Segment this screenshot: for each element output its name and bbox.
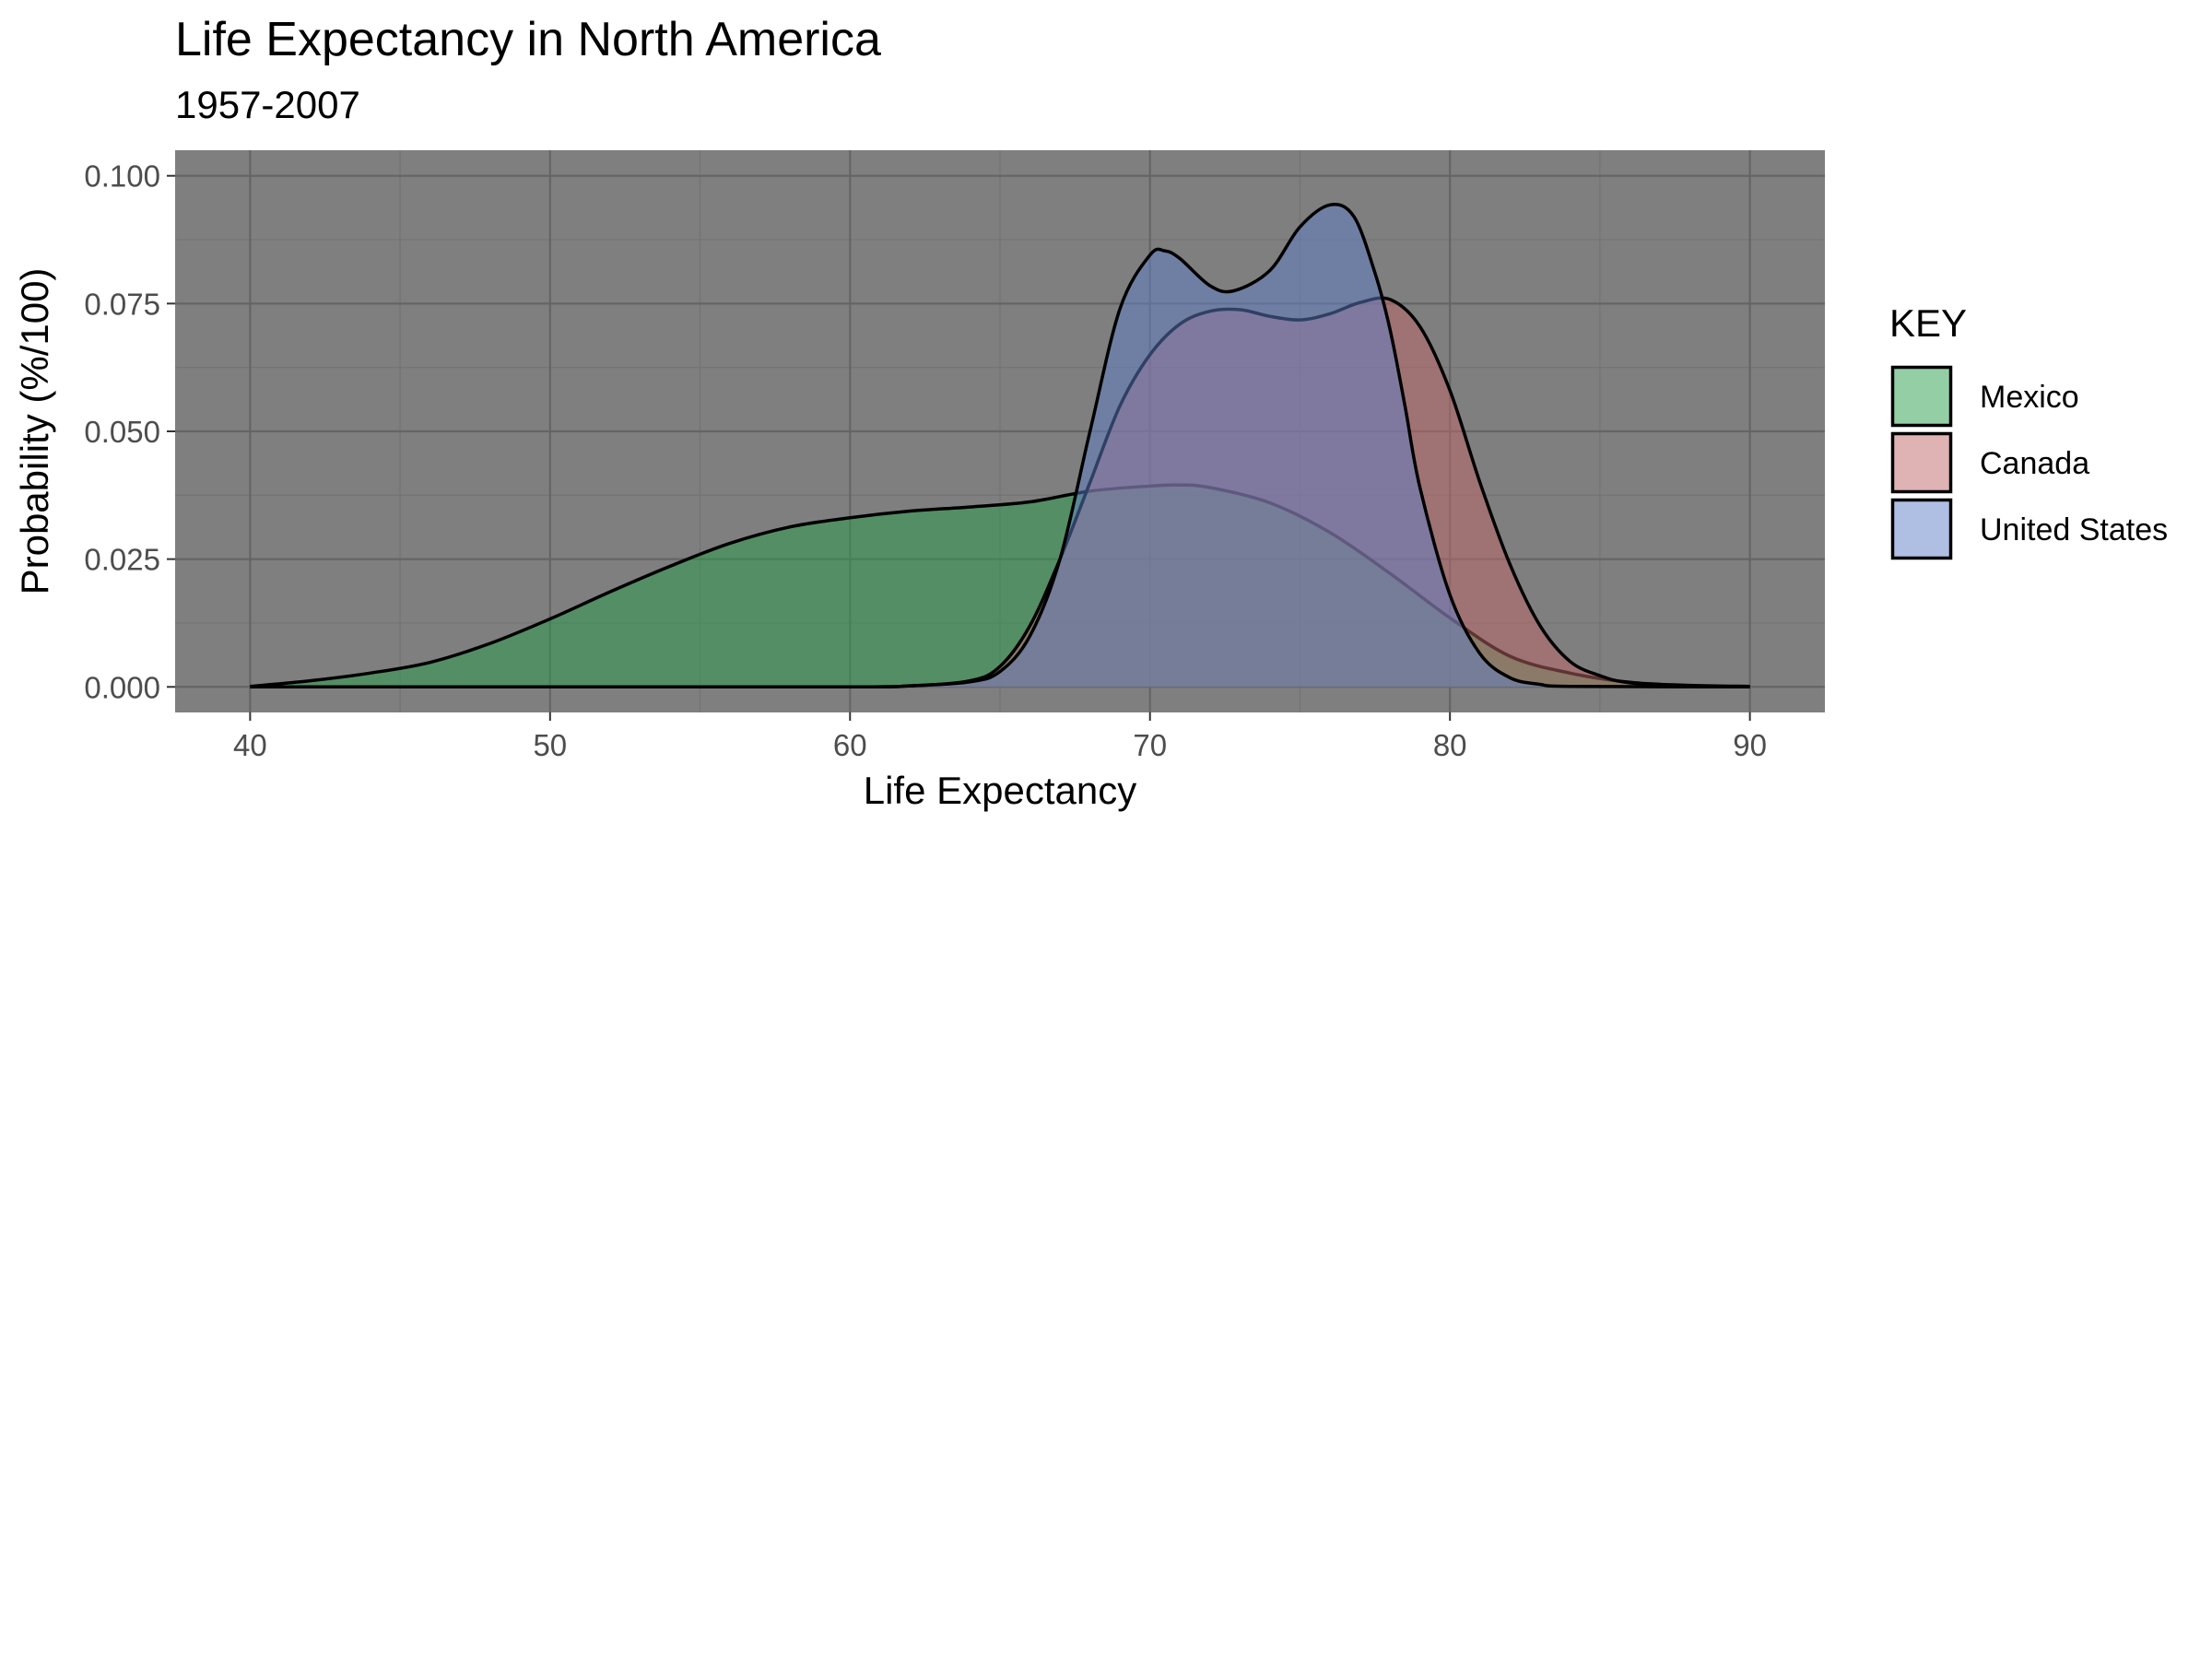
legend-label-united-states: United States — [1980, 512, 2168, 547]
chart-title: Life Expectancy in North America — [175, 13, 881, 66]
y-tick-label: 0.100 — [84, 159, 160, 194]
chart-subtitle: 1957-2007 — [175, 83, 360, 126]
legend-label-mexico: Mexico — [1980, 380, 2079, 415]
legend-label-canada: Canada — [1980, 446, 2089, 481]
x-axis-ticks: 40 50 60 70 80 90 — [233, 712, 1767, 762]
x-tick-label: 40 — [233, 728, 267, 762]
y-axis-label: Probability (%/100) — [13, 268, 56, 595]
density-area-united-states — [250, 204, 1750, 688]
density-line-united-states — [250, 203, 1750, 689]
legend-title: KEY — [1889, 301, 1967, 345]
y-tick-label: 0.025 — [84, 543, 160, 577]
legend-swatch-united-states — [1890, 498, 1953, 560]
x-tick-label: 70 — [1133, 728, 1167, 762]
y-tick-label: 0.000 — [84, 670, 160, 704]
x-axis-label: Life Expectancy — [864, 769, 1137, 812]
y-tick-label: 0.075 — [84, 287, 160, 321]
y-axis-ticks: 0.000 0.025 0.050 0.075 0.100 — [84, 159, 175, 704]
y-tick-label: 0.050 — [84, 415, 160, 449]
legend-swatch-canada — [1890, 431, 1953, 494]
x-tick-label: 80 — [1433, 728, 1467, 762]
legend: KEY Mexico Canada United States — [1889, 301, 2168, 560]
legend-swatch-mexico — [1890, 365, 1953, 428]
x-tick-label: 90 — [1733, 728, 1767, 762]
x-tick-label: 60 — [833, 728, 867, 762]
x-tick-label: 50 — [533, 728, 567, 762]
density-areas — [250, 203, 1750, 689]
